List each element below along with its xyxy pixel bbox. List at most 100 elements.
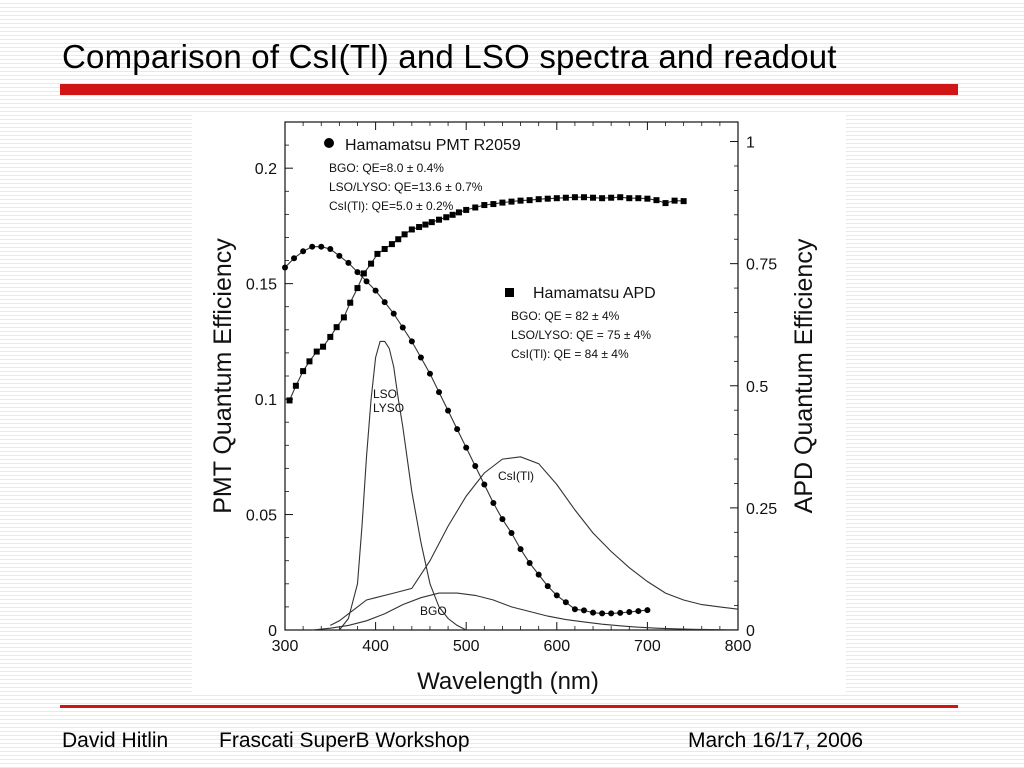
apd-data-point <box>653 197 660 204</box>
pmt-data-point <box>345 259 352 266</box>
apd-data-point <box>428 219 435 226</box>
apd-data-point <box>449 211 456 218</box>
apd-data-point <box>508 198 515 205</box>
apd-data-point <box>340 314 347 321</box>
pmt-data-point <box>291 255 298 262</box>
pmt-data-point <box>635 608 642 615</box>
apd-data-point <box>368 260 375 267</box>
x-tick-label: 500 <box>453 638 480 655</box>
y-right-tick-label: 0.25 <box>746 501 777 518</box>
apd-data-point <box>395 236 402 243</box>
pmt-qe-line: LSO/LYSO: QE=13.6 ± 0.7% <box>329 180 483 194</box>
series-line-csi-tl <box>330 456 739 626</box>
pmt-legend-marker <box>324 138 334 148</box>
apd-data-point <box>313 348 320 355</box>
csi-curve-label: CsI(Tl) <box>498 469 534 483</box>
pmt-data-point <box>426 370 433 377</box>
pmt-data-point <box>580 607 587 614</box>
pmt-data-point <box>417 354 424 361</box>
pmt-data-point <box>590 609 597 616</box>
apd-legend-label: Hamamatsu APD <box>533 285 656 302</box>
apd-legend-marker <box>505 288 514 297</box>
x-tick-label: 700 <box>634 638 661 655</box>
pmt-data-point <box>517 546 524 553</box>
apd-qe-line: BGO: QE = 82 ± 4% <box>511 309 620 323</box>
apd-data-point <box>333 324 340 331</box>
apd-data-point <box>553 195 560 202</box>
footer-author: David Hitlin <box>62 729 169 752</box>
pmt-data-point <box>608 610 615 617</box>
apd-data-point <box>526 197 533 204</box>
apd-data-point <box>472 204 479 211</box>
apd-data-point <box>671 197 678 204</box>
apd-data-point <box>662 200 669 207</box>
pmt-data-point <box>354 269 361 276</box>
pmt-qe-line: CsI(Tl): QE=5.0 ± 0.2% <box>329 199 454 213</box>
pmt-data-point <box>318 243 325 250</box>
apd-data-point <box>599 195 606 202</box>
lyso-curve-label: LYSO <box>373 401 404 415</box>
x-tick-label: 400 <box>362 638 389 655</box>
apd-data-point <box>544 195 551 202</box>
apd-data-point <box>306 358 313 365</box>
apd-data-point <box>416 224 423 231</box>
apd-data-point <box>626 195 633 202</box>
apd-data-point <box>388 241 395 248</box>
lso-curve-label: LSO <box>373 387 397 401</box>
apd-data-point <box>455 209 462 216</box>
y-left-tick-label: 0.1 <box>255 392 277 409</box>
apd-data-point <box>292 382 299 389</box>
pmt-qe-line: BGO: QE=8.0 ± 0.4% <box>329 161 444 175</box>
apd-data-point <box>571 194 578 201</box>
bgo-curve-label: BGO <box>420 604 447 618</box>
y-right-axis-label: APD Quantum Efficiency <box>790 238 818 513</box>
pmt-data-point <box>372 287 379 294</box>
x-axis-label: Wavelength (nm) <box>417 668 599 695</box>
pmt-data-point <box>445 407 452 414</box>
y-left-tick-label: 0.05 <box>246 508 277 525</box>
pmt-legend-label: Hamamatsu PMT R2059 <box>345 137 521 154</box>
apd-data-point <box>481 202 488 209</box>
y-right-tick-label: 0.5 <box>746 379 768 396</box>
x-tick-label: 300 <box>272 638 299 655</box>
pmt-data-point <box>599 610 606 617</box>
apd-data-point <box>535 196 542 203</box>
pmt-data-point <box>472 463 479 470</box>
pmt-data-point <box>535 571 542 578</box>
apd-data-point <box>499 199 506 206</box>
y-right-tick-label: 0.75 <box>746 257 777 274</box>
pmt-data-point <box>626 608 633 615</box>
apd-data-point <box>381 246 388 252</box>
apd-data-point <box>490 201 497 208</box>
qe-chart: 300 400 500 600 700 800 0 0.05 0.1 0.15 0.2 0 0.25… <box>209 121 818 695</box>
footer-event: Frascati SuperB Workshop <box>219 729 470 752</box>
apd-data-point <box>347 299 354 306</box>
series-line-bgo <box>312 592 738 631</box>
y-right-tick-label: 0 <box>746 623 755 640</box>
pmt-data-point <box>327 246 334 252</box>
apd-data-point <box>360 270 367 277</box>
apd-data-point <box>635 195 642 202</box>
pmt-data-point <box>481 481 488 488</box>
pmt-data-point <box>381 299 388 306</box>
x-tick-label: 800 <box>725 638 752 655</box>
pmt-data-point <box>454 426 461 433</box>
y-left-tick-label: 0.2 <box>255 161 277 178</box>
apd-data-point <box>354 285 361 292</box>
apd-data-point <box>408 226 415 233</box>
apd-data-point <box>580 194 587 201</box>
series-line-lso-lyso <box>338 340 467 631</box>
apd-qe-line: LSO/LYSO: QE = 75 ± 4% <box>511 328 651 342</box>
x-tick-label: 600 <box>543 638 570 655</box>
pmt-data-point <box>553 592 560 599</box>
apd-data-point <box>644 195 651 202</box>
pmt-data-point <box>309 243 316 250</box>
pmt-data-point <box>436 389 443 396</box>
pmt-data-point <box>363 278 370 285</box>
apd-data-point <box>374 250 381 257</box>
pmt-data-point <box>336 252 343 259</box>
title-underline <box>60 84 958 95</box>
pmt-data-point <box>390 310 397 317</box>
apd-data-point <box>436 216 443 223</box>
apd-data-point <box>562 194 569 201</box>
